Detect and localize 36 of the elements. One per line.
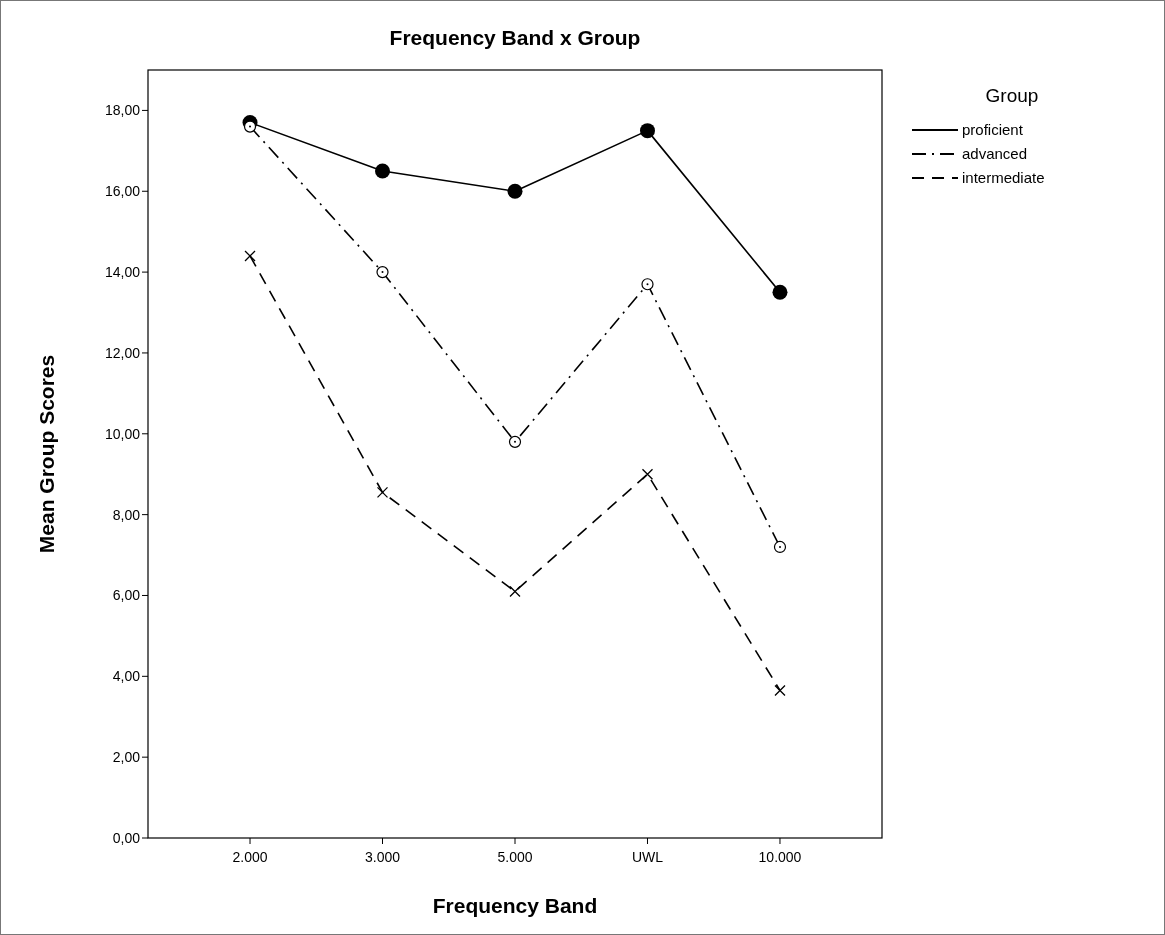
point (641, 468, 654, 480)
y-tick-label: 14,00 (104, 264, 141, 281)
y-tick-label: 16,00 (104, 183, 141, 200)
point (639, 123, 655, 139)
y-tick-label: 0,00 (112, 829, 141, 846)
y-tick-label: 6,00 (112, 587, 141, 604)
y-tick-label: 10,00 (104, 425, 141, 442)
y-tick-label: 12,00 (104, 344, 141, 361)
y-tick-label: 8,00 (112, 506, 141, 523)
x-tick-label: 2.000 (232, 849, 268, 865)
point (773, 540, 787, 554)
legend-label: proficient (962, 121, 1024, 139)
x-tick-label: UWL (631, 849, 664, 865)
point (641, 278, 654, 291)
legend-label: intermediate (962, 169, 1045, 187)
point (243, 120, 257, 133)
point (772, 284, 788, 300)
legend-title: Group (985, 85, 1039, 106)
point (507, 183, 523, 199)
point (376, 486, 389, 499)
y-tick-label: 18,00 (104, 102, 141, 119)
chart-title: Frequency Band x Group (389, 26, 641, 49)
x-axis-title: Frequency Band (432, 894, 598, 917)
x-tick-label: 5.000 (497, 849, 533, 865)
point (509, 585, 521, 598)
legend-label: advanced (962, 145, 1028, 163)
y-axis-title: Mean Group Scores (35, 354, 58, 554)
point (774, 684, 786, 697)
point (375, 163, 391, 179)
point (508, 435, 522, 448)
point (244, 250, 256, 262)
y-tick-label: 4,00 (112, 668, 141, 685)
y-tick-label: 2,00 (112, 749, 141, 766)
x-tick-label: 3.000 (364, 849, 401, 865)
point (376, 266, 389, 279)
x-tick-label: 10.000 (758, 849, 802, 865)
